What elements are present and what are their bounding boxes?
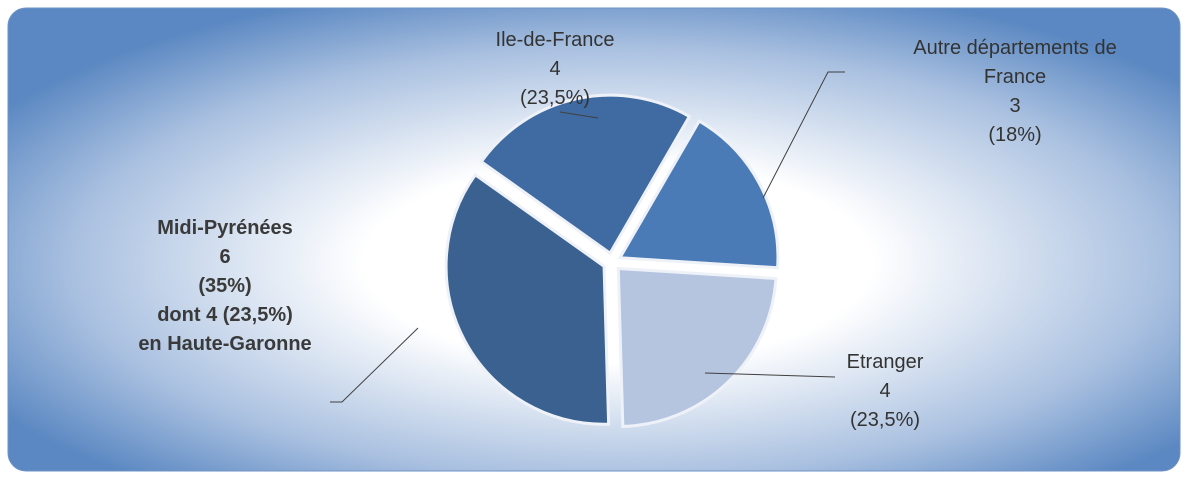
leader-line: [762, 71, 845, 199]
data-label: Midi-Pyrénées 6 (35%) dont 4 (23,5%) en Haut…: [100, 214, 350, 359]
annotation: en Haute-Garonne: [138, 333, 312, 355]
value-label: 3: [1009, 95, 1021, 117]
category-label: Autre départements de France: [913, 37, 1117, 88]
pie-slice: [479, 93, 692, 256]
category-label: Etranger: [846, 351, 924, 373]
value-label: 4: [549, 58, 561, 80]
data-label: Ile-de-France 4 (23,5%): [430, 26, 680, 113]
data-label: Autre départements de France 3 (18%): [880, 34, 1150, 150]
pie-slice: [617, 119, 780, 270]
percentage-label: (18%): [988, 124, 1042, 146]
value-label: 4: [879, 380, 891, 402]
category-label: Ile-de-France: [495, 29, 615, 51]
pie-slice: [616, 266, 778, 428]
percentage-label: (23,5%): [519, 87, 591, 109]
value-label: 6: [219, 246, 231, 268]
data-label: Etranger 4 (23,5%): [800, 348, 970, 435]
leader-line: [559, 111, 599, 119]
percentage-label: (23,5%): [849, 409, 921, 431]
pie-slice: [444, 172, 611, 426]
leader-line: [330, 327, 419, 403]
category-label: Midi-Pyrénées: [157, 217, 293, 239]
leader-line: [704, 372, 836, 378]
annotation: dont 4 (23,5%): [157, 304, 293, 326]
percentage-label: (35%): [198, 275, 252, 297]
